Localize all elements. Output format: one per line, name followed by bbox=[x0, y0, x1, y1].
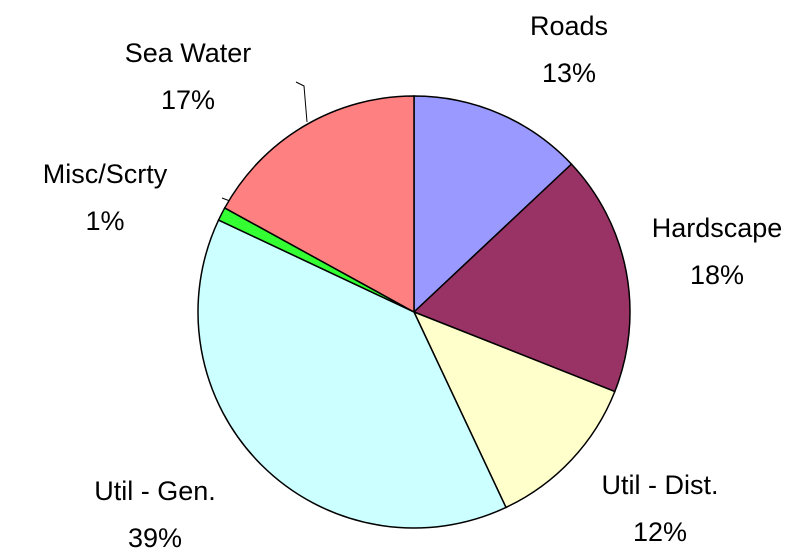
slice-label: Hardscape bbox=[652, 213, 783, 243]
pie-slice bbox=[197, 219, 507, 529]
slice-value-label: 39% bbox=[128, 523, 182, 553]
slice-value-label: 13% bbox=[542, 58, 596, 88]
slice-value-label: 18% bbox=[690, 260, 744, 290]
pie-slice bbox=[412, 163, 631, 393]
slice-label: Sea Water bbox=[125, 38, 252, 68]
slice-value-label: 12% bbox=[633, 517, 687, 547]
slice-label: Util - Gen. bbox=[94, 476, 216, 506]
slice-label: Roads bbox=[530, 11, 608, 41]
pie-slice bbox=[413, 95, 573, 314]
slice-value-label: 1% bbox=[85, 206, 124, 236]
slice-value-label: 17% bbox=[161, 85, 215, 115]
leader-line bbox=[295, 81, 308, 123]
pie-slice bbox=[412, 310, 616, 509]
pie-slice bbox=[223, 95, 415, 314]
slice-label: Util - Dist. bbox=[602, 470, 719, 500]
slice-label: Misc/Scrty bbox=[43, 159, 168, 189]
